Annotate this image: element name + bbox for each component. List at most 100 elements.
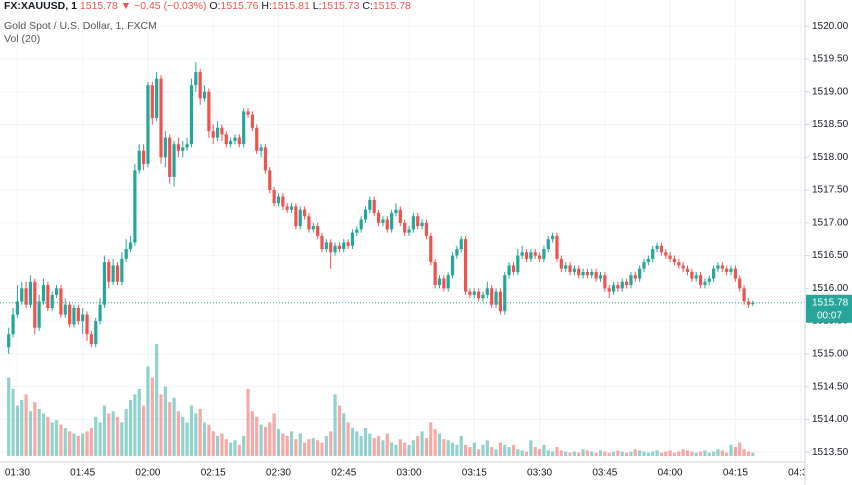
candle-body	[242, 111, 246, 145]
candle-body	[403, 222, 407, 233]
countdown: 00:07	[817, 310, 842, 321]
x-tick-label: 04:15	[723, 468, 748, 479]
volume-bar	[229, 442, 233, 456]
x-tick-label: 03:00	[397, 468, 422, 479]
volume-bar	[533, 447, 537, 456]
volume-bar	[54, 420, 59, 456]
candle-body	[198, 72, 202, 99]
volume-bar	[411, 440, 415, 456]
candle-body	[394, 209, 398, 213]
volume-bar	[433, 429, 437, 456]
volume-bar	[659, 452, 664, 456]
last-price: 1515.78	[79, 0, 118, 12]
candle-body	[207, 91, 211, 132]
l-label: L:	[312, 0, 322, 12]
volume-bar	[611, 451, 616, 456]
volume-bar	[642, 451, 646, 456]
volume-bar	[729, 444, 733, 456]
candle-body	[690, 271, 694, 279]
volume-bar	[346, 422, 350, 456]
candle-body	[176, 144, 181, 151]
candle-body	[189, 85, 194, 145]
candle-body	[655, 245, 659, 250]
volume-bar	[155, 344, 159, 456]
candle-body	[355, 229, 359, 233]
volume-bar	[172, 397, 176, 456]
candle-body	[633, 275, 637, 279]
volume-bar	[742, 449, 746, 456]
candle-body	[98, 304, 102, 322]
candle-body	[546, 239, 550, 250]
candle-body	[733, 268, 737, 279]
candle-body	[316, 226, 320, 236]
x-tick-label: 01:30	[5, 468, 30, 479]
volume-bar	[46, 416, 50, 456]
volume-bar	[498, 442, 503, 456]
candle-body	[194, 72, 198, 86]
candle-body	[359, 219, 363, 230]
volume-bar	[494, 449, 498, 456]
candle-body	[463, 239, 468, 292]
volume-bar	[372, 438, 376, 456]
candle-body	[115, 265, 120, 282]
candle-body	[76, 308, 80, 322]
y-tick-label: 1518.50	[812, 119, 849, 130]
candle-body	[411, 216, 415, 230]
candle-body	[481, 294, 485, 299]
volume-bar	[607, 452, 611, 456]
candle-body	[472, 291, 476, 295]
volume-bar	[390, 442, 394, 456]
volume-bar	[429, 422, 433, 456]
candle-body	[41, 285, 46, 302]
candle-body	[424, 222, 429, 236]
candle-body	[542, 249, 546, 259]
arrow: ▼	[120, 0, 132, 12]
volume-bar	[355, 431, 359, 456]
y-tick-label: 1516.50	[812, 250, 849, 261]
price-axis-bg	[805, 0, 852, 485]
volume-bar	[350, 428, 355, 456]
volume-bar	[320, 442, 324, 456]
candle-body	[642, 262, 646, 269]
volume-bar	[37, 408, 41, 456]
candle-body	[263, 147, 268, 171]
candle-body	[507, 265, 511, 276]
volume-bar	[85, 431, 89, 456]
volume-bar	[376, 435, 381, 456]
volume-bar	[516, 449, 520, 456]
candle-body	[407, 229, 411, 233]
volume-bar	[651, 451, 655, 456]
candle-body	[594, 271, 598, 279]
volume-bar	[594, 452, 598, 456]
candle-body	[150, 85, 154, 118]
candle-body	[89, 334, 93, 345]
candle-body	[272, 190, 276, 204]
volume-bar	[520, 450, 524, 456]
candle-body	[468, 291, 472, 295]
candle-body	[159, 78, 163, 158]
candle-body	[381, 219, 385, 223]
volume-bar	[733, 447, 737, 456]
volume-bar	[572, 451, 576, 456]
candle-body	[651, 249, 655, 259]
volume-bar	[115, 416, 120, 456]
x-tick-label: 03:15	[462, 468, 487, 479]
candle-body	[450, 255, 455, 276]
candle-body	[590, 271, 594, 276]
x-tick-label: 02:00	[135, 468, 160, 479]
candle-body	[376, 212, 381, 223]
volume-bar	[585, 450, 590, 456]
volume-bar	[507, 447, 511, 456]
volume-bar	[463, 444, 468, 456]
volume-bar	[398, 439, 402, 456]
candle-body	[738, 278, 742, 289]
candle-body	[285, 206, 289, 210]
volume-bar	[263, 426, 268, 456]
candle-body	[490, 288, 494, 305]
volume-bar	[446, 440, 450, 456]
volume-bar	[568, 452, 572, 456]
volume-bar	[276, 429, 281, 456]
candle-body	[664, 252, 668, 256]
volume-bar	[211, 431, 215, 456]
